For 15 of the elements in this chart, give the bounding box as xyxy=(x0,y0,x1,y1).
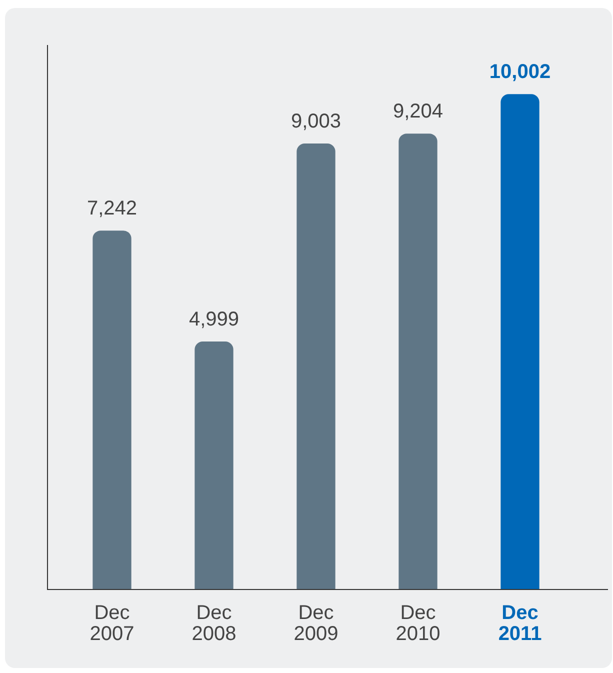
bar xyxy=(194,341,234,589)
x-tick-label: Dec 2008 xyxy=(192,602,236,646)
data-label: 7,242 xyxy=(86,197,138,220)
x-tick-label: Dec 2011 xyxy=(498,602,542,646)
data-label: 10,002 xyxy=(489,60,551,83)
bar xyxy=(296,144,336,589)
bar xyxy=(92,230,132,589)
x-tick-label: Dec 2007 xyxy=(90,602,134,646)
data-label: 9,204 xyxy=(392,100,444,122)
bar xyxy=(398,134,438,589)
x-tick-label: Dec 2010 xyxy=(396,602,440,646)
x-tick-label: Dec 2009 xyxy=(294,602,338,646)
bar xyxy=(500,94,540,589)
data-label: 4,999 xyxy=(188,308,240,330)
data-label: 9,003 xyxy=(290,110,342,132)
